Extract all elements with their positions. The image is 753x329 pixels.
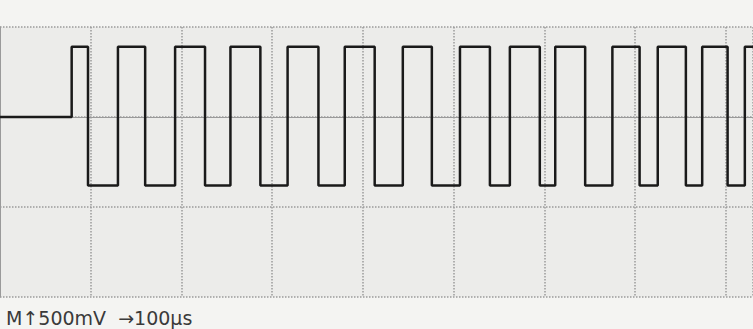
svg-text:M↑500mV →100μs: M↑500mV →100μs (6, 307, 192, 329)
